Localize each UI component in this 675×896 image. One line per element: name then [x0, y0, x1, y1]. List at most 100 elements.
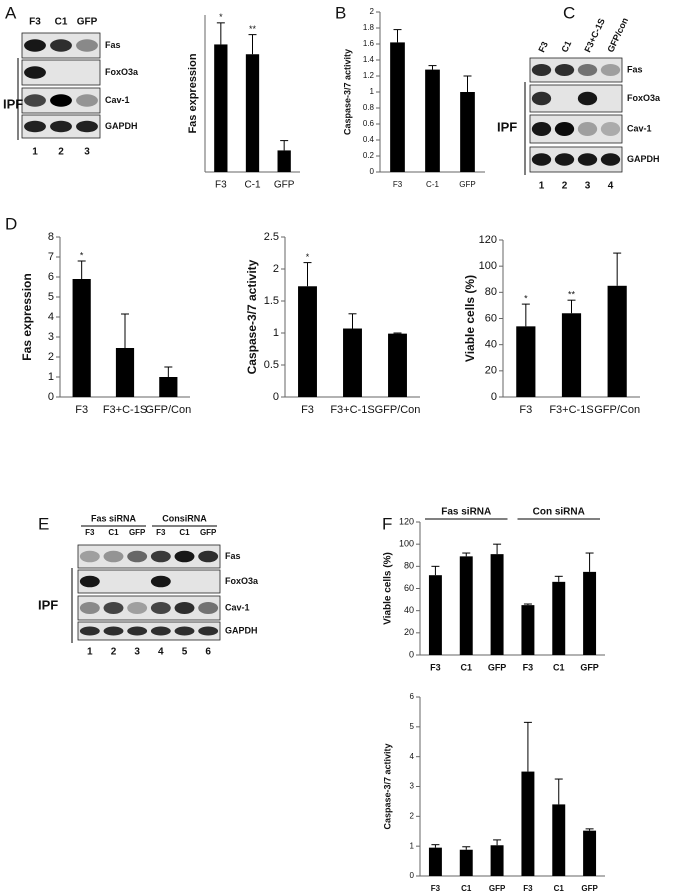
lane-number: 4 — [608, 181, 614, 192]
bar — [583, 571, 597, 655]
y-tick-label: 2 — [48, 351, 54, 363]
y-tick-label: 120 — [479, 234, 497, 246]
lane-label: F3 — [29, 17, 41, 28]
lane-number: 3 — [134, 647, 140, 658]
x-tick-label: F3+C-1S — [103, 404, 147, 416]
y-tick-label: 20 — [404, 627, 414, 637]
blot-band — [198, 602, 219, 614]
y-tick-label: 0.8 — [363, 103, 375, 112]
y-tick-label: 5 — [410, 722, 415, 731]
y-tick-label: 4 — [48, 311, 54, 323]
x-tick-label: F3 — [393, 180, 403, 189]
y-tick-label: 5 — [48, 291, 54, 303]
blot-band — [24, 39, 46, 52]
blot-band — [24, 94, 46, 107]
y-tick-label: 0.2 — [363, 151, 375, 160]
lane-label: GFP/con — [605, 16, 630, 54]
blot-row-label: Cav-1 — [627, 123, 652, 133]
x-tick-label: F3 — [215, 180, 227, 191]
y-tick-label: 8 — [48, 231, 54, 243]
blot-band — [79, 575, 100, 588]
y-axis-label: Viable cells (%) — [383, 552, 394, 625]
x-tick-label: GFP — [581, 884, 598, 893]
lane-label: F3 — [536, 40, 550, 54]
y-axis-label: Fas expression — [20, 273, 34, 360]
blot-band — [103, 626, 124, 636]
lane-label: GFP — [129, 528, 146, 537]
y-tick-label: 3 — [48, 331, 54, 343]
group-label: Fas siRNA — [441, 507, 491, 518]
blot-band — [127, 626, 148, 636]
bar — [521, 771, 535, 876]
x-tick-label: GFP — [580, 662, 599, 672]
y-tick-label: 1.4 — [363, 55, 375, 64]
y-tick-label: 0 — [409, 649, 414, 659]
lane-label: C1 — [108, 528, 119, 537]
blot-row-label: Fas — [105, 40, 121, 50]
blot-band — [76, 120, 98, 133]
blot-band — [554, 122, 575, 136]
blot-group: IPF — [3, 96, 23, 111]
blot-band — [24, 120, 46, 133]
bar — [516, 326, 536, 397]
lane-label: F3 — [85, 528, 95, 537]
y-tick-label: 0 — [410, 871, 415, 880]
annotation: * — [219, 12, 223, 22]
blot-band — [600, 122, 621, 136]
lane-number: 1 — [87, 647, 93, 658]
blot-band — [600, 153, 621, 166]
blot-band — [127, 602, 148, 614]
bar — [552, 804, 566, 876]
y-axis-label: Caspase-3/7 activity — [245, 259, 259, 374]
lane-number: 2 — [58, 147, 64, 158]
y-tick-label: 1 — [410, 841, 415, 850]
y-tick-label: 2 — [370, 7, 375, 16]
blot-group: IPF — [497, 119, 517, 134]
blot-band — [79, 550, 100, 563]
lane-label: C1 — [559, 39, 573, 54]
y-tick-label: 7 — [48, 251, 54, 263]
annotation: * — [80, 250, 84, 260]
y-axis-label: Viable cells (%) — [463, 275, 477, 362]
x-tick-label: C1 — [461, 884, 472, 893]
bar — [298, 286, 317, 397]
bar — [388, 333, 407, 397]
x-tick-label: GFP/Con — [594, 404, 640, 416]
x-tick-label: F3 — [431, 884, 441, 893]
blot-band — [150, 626, 171, 636]
y-axis-label: Caspase-3/7 activity — [382, 743, 392, 829]
blot-row-label: GAPDH — [627, 154, 660, 164]
blot-panel — [77, 569, 221, 594]
annotation: * — [524, 293, 528, 303]
lane-number: 4 — [158, 647, 164, 658]
y-tick-label: 1.5 — [264, 295, 279, 307]
x-tick-label: F3 — [523, 884, 533, 893]
blot-band — [554, 64, 575, 76]
blot-band — [174, 626, 195, 636]
blot-band — [76, 94, 98, 107]
blot-band — [76, 39, 98, 52]
y-tick-label: 3 — [410, 782, 415, 791]
lane-label: GFP — [77, 17, 98, 28]
blot-row-label: GAPDH — [225, 625, 258, 635]
blot-band — [50, 120, 72, 133]
blot-band — [198, 626, 219, 636]
bar — [425, 69, 440, 172]
bar — [72, 279, 91, 397]
panel-label: C — [563, 3, 575, 22]
blot-group: IPF — [38, 597, 58, 612]
x-tick-label: GFP — [459, 180, 475, 189]
blot-band — [50, 94, 72, 107]
blot-band — [150, 602, 171, 614]
bar — [428, 575, 442, 655]
lane-label: GFP — [200, 528, 217, 537]
blot-band — [150, 575, 171, 588]
y-tick-label: 6 — [410, 692, 415, 701]
blot-band — [50, 39, 72, 52]
blot-band — [531, 153, 552, 166]
blot-band — [577, 153, 598, 166]
y-tick-label: 0 — [273, 391, 279, 403]
x-tick-label: GFP/Con — [375, 404, 421, 416]
x-tick-label: F3 — [519, 404, 532, 416]
